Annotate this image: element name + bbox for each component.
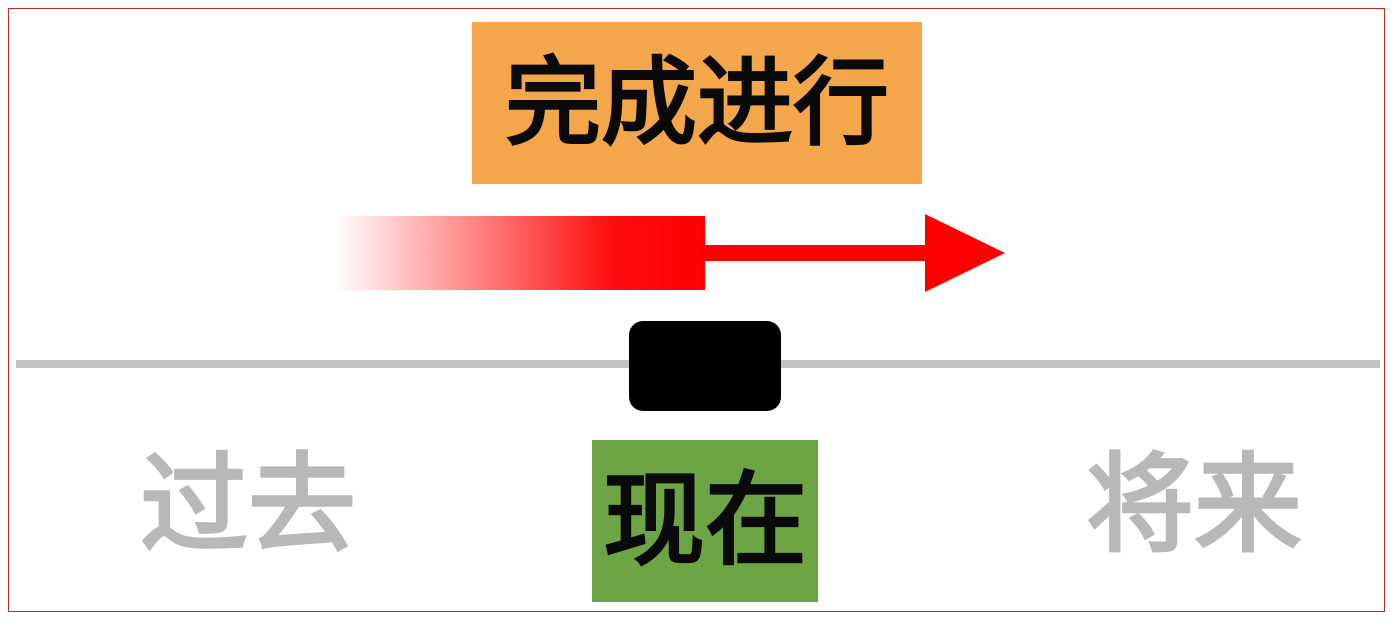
arrow-thick-bar (335, 216, 705, 290)
now-marker (629, 321, 781, 411)
diagram-title: 完成进行 (505, 46, 889, 159)
arrow-head (925, 214, 1005, 292)
now-label: 现在 (603, 461, 807, 581)
now-box: 现在 (592, 440, 818, 602)
arrow-thin-shaft (704, 245, 928, 261)
title-box: 完成进行 (472, 22, 922, 184)
future-label: 将来 (1086, 443, 1303, 568)
past-label: 过去 (140, 443, 357, 568)
